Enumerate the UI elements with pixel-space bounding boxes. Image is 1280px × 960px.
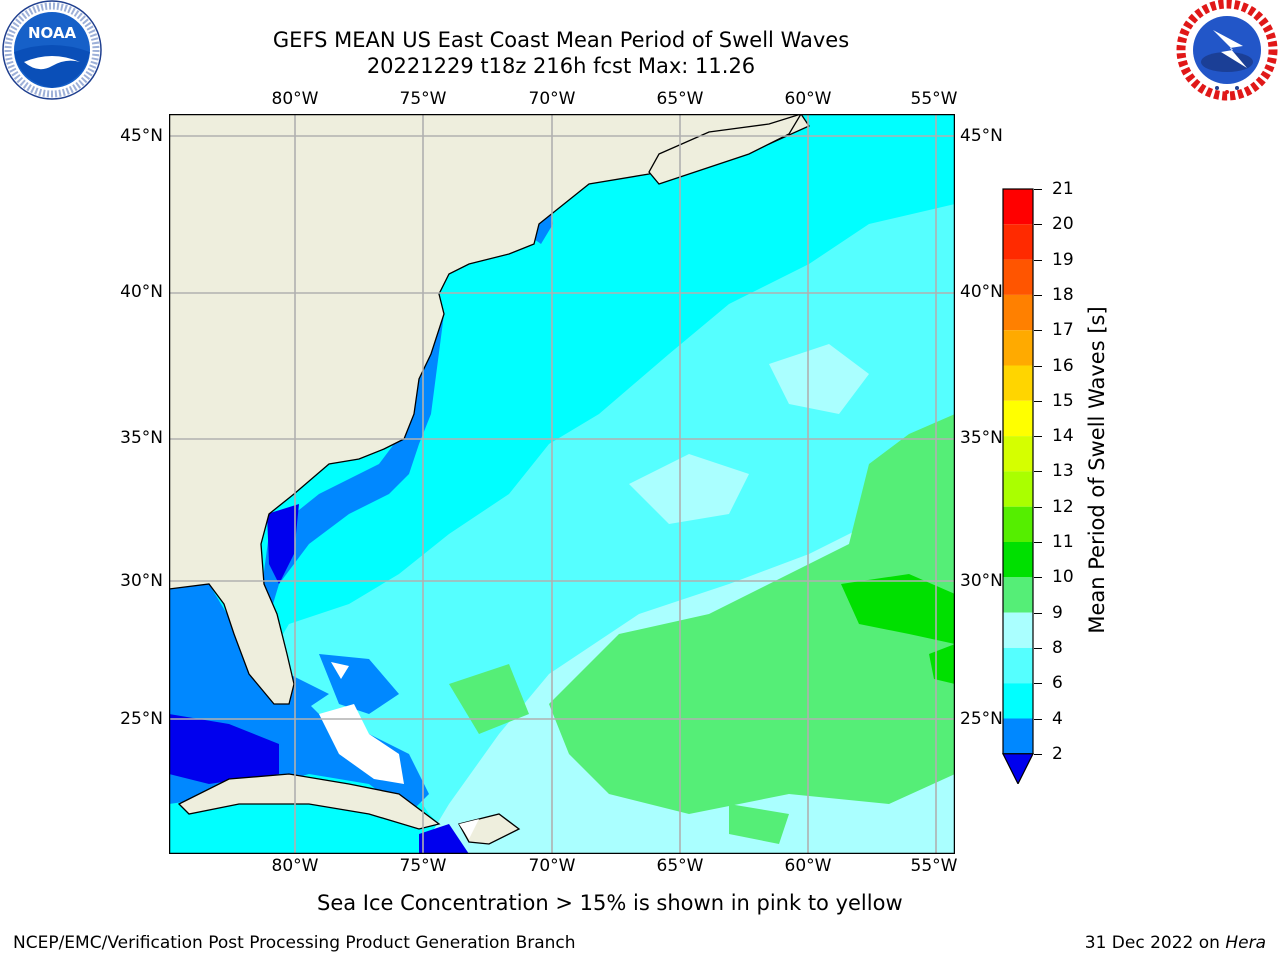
swell-period-map bbox=[168, 113, 956, 855]
colorbar-under-extend bbox=[1002, 753, 1034, 786]
colorbar-bin-12-13 bbox=[1003, 471, 1033, 507]
colorbar-bin-14-15 bbox=[1003, 400, 1033, 437]
colorbar-label: Mean Period of Swell Waves [s] bbox=[1085, 306, 1109, 634]
colorbar-tick-mark bbox=[1034, 542, 1042, 543]
lat-label-left-45n: 45°N bbox=[120, 126, 163, 146]
lon-label-bottom-65w: 65°W bbox=[656, 856, 704, 876]
lon-label-top-75w: 75°W bbox=[399, 89, 447, 109]
colorbar-bin-15-16 bbox=[1003, 365, 1033, 401]
lon-label-bottom-60w: 60°W bbox=[784, 856, 832, 876]
colorbar-tick-label: 18 bbox=[1052, 284, 1074, 305]
footer-date-text: 31 Dec 2022 on bbox=[1084, 933, 1226, 953]
lat-label-right-40n: 40°N bbox=[960, 282, 1003, 302]
colorbar-tick-mark bbox=[1034, 577, 1042, 579]
lat-label-right-45n: 45°N bbox=[960, 126, 1003, 146]
noaa-logo-icon: NOAA bbox=[0, 0, 104, 104]
lon-label-bottom-55w: 55°W bbox=[910, 856, 958, 876]
lon-label-top-55w: 55°W bbox=[910, 89, 958, 109]
colorbar-bin-20-21 bbox=[1003, 189, 1033, 225]
colorbar-tick-mark bbox=[1034, 647, 1042, 649]
lat-label-left-25n: 25°N bbox=[120, 709, 163, 729]
map-subtitle: 20221229 t18z 216h fcst Max: 11.26 bbox=[366, 54, 756, 78]
colorbar-tick-label: 15 bbox=[1052, 390, 1074, 411]
colorbar-tick-label: 14 bbox=[1052, 426, 1074, 447]
national-weather-service-logo-icon bbox=[1175, 0, 1279, 104]
colorbar-tick-mark bbox=[1034, 189, 1042, 190]
lat-label-right-30n: 30°N bbox=[960, 571, 1003, 591]
colorbar-bin-10-11 bbox=[1003, 542, 1033, 578]
colorbar-tick-mark bbox=[1034, 436, 1042, 438]
colorbar-bin-8-9 bbox=[1003, 612, 1033, 648]
lat-label-right-25n: 25°N bbox=[960, 709, 1003, 729]
map-title: GEFS MEAN US East Coast Mean Period of S… bbox=[272, 28, 850, 52]
colorbar-tick-label: 16 bbox=[1052, 355, 1074, 376]
colorbar-bin-17-18 bbox=[1003, 294, 1033, 331]
footer-machine: Hera bbox=[1225, 933, 1266, 953]
colorbar-tick-mark bbox=[1034, 294, 1042, 296]
sea-ice-note: Sea Ice Concentration > 15% is shown in … bbox=[317, 891, 903, 915]
map-panel bbox=[168, 113, 956, 858]
colorbar-bin-16-17 bbox=[1003, 330, 1033, 366]
colorbar-tick-label: 6 bbox=[1052, 673, 1063, 694]
colorbar-tick-label: 10 bbox=[1052, 567, 1074, 588]
colorbar-tick-label: 12 bbox=[1052, 496, 1074, 517]
lat-label-right-35n: 35°N bbox=[960, 428, 1003, 448]
colorbar-tick-label: 8 bbox=[1052, 637, 1063, 658]
colorbar-tick-label: 20 bbox=[1052, 214, 1074, 235]
lon-label-bottom-75w: 75°W bbox=[399, 856, 447, 876]
lon-label-bottom-70w: 70°W bbox=[528, 856, 576, 876]
lon-label-top-65w: 65°W bbox=[656, 89, 704, 109]
noaa-logo-text: NOAA bbox=[28, 24, 77, 42]
colorbar-tick-label: 21 bbox=[1052, 179, 1074, 199]
colorbar-tick-label: 19 bbox=[1052, 249, 1074, 270]
colorbar-tick-mark bbox=[1034, 506, 1042, 508]
colorbar-tick-label: 11 bbox=[1052, 532, 1074, 552]
colorbar-tick-mark bbox=[1034, 259, 1042, 261]
colorbar-bin-19-20 bbox=[1003, 224, 1033, 260]
lat-label-left-30n: 30°N bbox=[120, 571, 163, 591]
colorbar-bin-2-4 bbox=[1003, 718, 1033, 754]
colorbar-tick-mark bbox=[1034, 753, 1042, 755]
colorbar-tick-label: 9 bbox=[1052, 602, 1063, 623]
colorbar-tick-mark bbox=[1034, 330, 1042, 332]
lon-label-top-80w: 80°W bbox=[271, 89, 319, 109]
footer-date: 31 Dec 2022 on Hera bbox=[1085, 933, 1266, 953]
lon-label-top-70w: 70°W bbox=[528, 89, 576, 109]
colorbar-tick-label: 2 bbox=[1052, 743, 1063, 764]
colorbar-tick-mark bbox=[1034, 224, 1042, 226]
colorbar-bin-6-8 bbox=[1003, 647, 1033, 684]
colorbar-bin-4-6 bbox=[1003, 683, 1033, 719]
colorbar-tick-label: 13 bbox=[1052, 461, 1074, 482]
colorbar-tick-label: 4 bbox=[1052, 708, 1063, 729]
lon-label-bottom-80w: 80°W bbox=[271, 856, 319, 876]
colorbar-tick-mark bbox=[1034, 612, 1042, 614]
colorbar-bin-18-19 bbox=[1003, 259, 1033, 295]
colorbar-tick-label: 17 bbox=[1052, 320, 1074, 341]
colorbar-swatches bbox=[1002, 188, 1034, 786]
lat-label-left-40n: 40°N bbox=[120, 282, 163, 302]
colorbar-bin-11-12 bbox=[1003, 506, 1033, 542]
lon-label-top-60w: 60°W bbox=[784, 89, 832, 109]
colorbar-tick-mark bbox=[1034, 365, 1042, 367]
lat-label-left-35n: 35°N bbox=[120, 428, 163, 448]
footer-credit: NCEP/EMC/Verification Post Processing Pr… bbox=[13, 933, 576, 953]
colorbar-tick-mark bbox=[1034, 718, 1042, 720]
colorbar bbox=[1002, 188, 1036, 788]
colorbar-bin-9-10 bbox=[1003, 577, 1033, 613]
colorbar-tick-mark bbox=[1034, 471, 1042, 473]
colorbar-bin-13-14 bbox=[1003, 436, 1033, 472]
colorbar-tick-mark bbox=[1034, 683, 1042, 685]
colorbar-tick-mark bbox=[1034, 400, 1042, 402]
